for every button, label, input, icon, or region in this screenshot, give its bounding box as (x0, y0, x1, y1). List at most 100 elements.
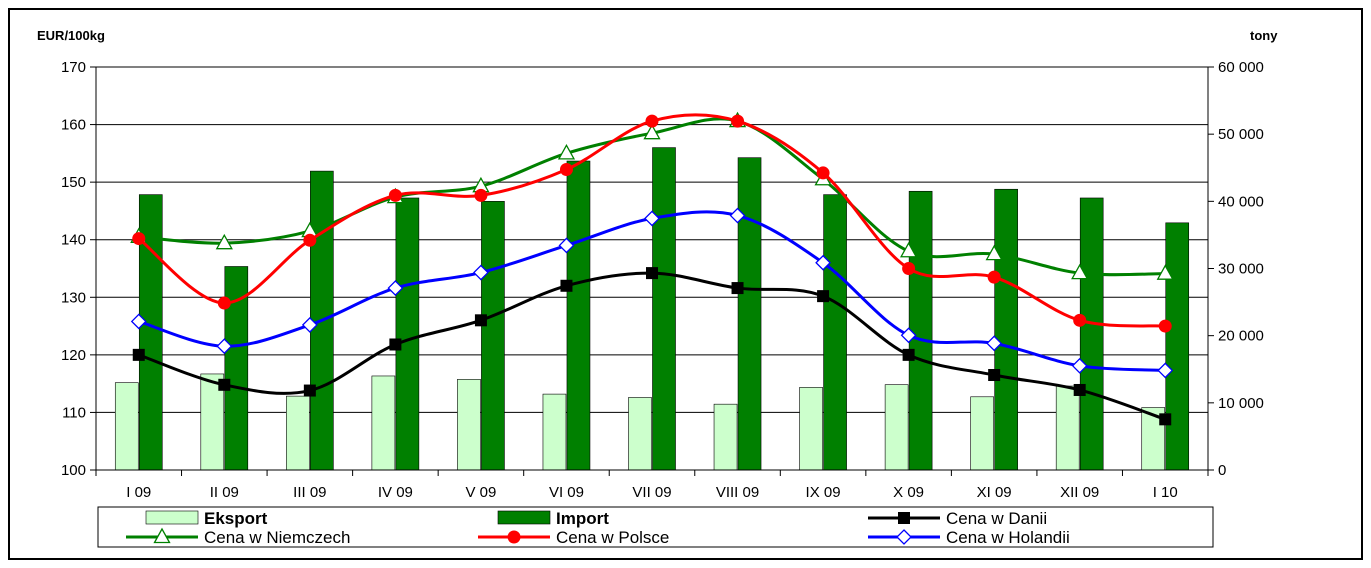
right-tick-label: 40 000 (1218, 193, 1264, 210)
bar-eksport (884, 384, 909, 471)
point-cena-w-danii (731, 282, 744, 295)
legend: Eksport Import Cena w Danii Cena w Niemczec… (97, 506, 1214, 548)
left-tick-label: 140 (61, 232, 86, 249)
legend-marker-cena-w-polsce (507, 530, 521, 544)
legend-swatch-eksport (145, 510, 199, 525)
point-cena-w-holandii (216, 338, 233, 355)
right-tick-label: 0 (1218, 462, 1226, 479)
right-tick-label: 20 000 (1218, 328, 1264, 345)
point-cena-w-holandii (986, 335, 1003, 352)
chart-svg: EUR/100kg tony 100 110 120 130 140 150 160 170 0… (37, 28, 1278, 548)
point-cena-w-danii (1073, 383, 1086, 396)
point-cena-w-danii (902, 348, 915, 361)
left-tick-label: 150 (61, 174, 86, 191)
tick-labels: 100 110 120 130 140 150 160 170 0 10 000 20 000 30 … (61, 59, 1264, 501)
point-cena-w-polsce (987, 270, 1001, 284)
point-cena-w-holandii (1071, 357, 1088, 374)
x-tick-label: VI 09 (549, 484, 584, 501)
left-tick-label: 120 (61, 347, 86, 364)
point-cena-w-niemczech (215, 233, 233, 250)
point-cena-w-polsce (902, 262, 916, 275)
point-cena-w-danii (474, 314, 487, 327)
left-tick-label: 100 (61, 462, 86, 479)
bar-import (1165, 222, 1190, 471)
bar-import (566, 160, 591, 471)
left-tick-label: 170 (61, 59, 86, 76)
legend-label-cena-w-polsce: Cena w Polsce (556, 528, 669, 547)
x-tick-label: I 09 (126, 484, 151, 501)
point-cena-w-polsce (645, 114, 659, 128)
point-cena-w-polsce (303, 233, 317, 247)
x-tick-label: III 09 (293, 484, 326, 501)
point-cena-w-polsce (731, 114, 745, 128)
right-tick-label: 30 000 (1218, 261, 1264, 278)
bar-eksport (542, 393, 567, 471)
bar-eksport (713, 403, 738, 471)
bar-eksport (799, 387, 823, 471)
point-cena-w-danii (132, 348, 145, 361)
bar-eksport (457, 379, 481, 471)
point-cena-w-holandii (1157, 362, 1174, 379)
point-cena-w-polsce (132, 232, 146, 246)
legend-swatch-import (497, 510, 551, 525)
x-tick-label: IV 09 (378, 484, 413, 501)
x-tick-label: VII 09 (632, 484, 671, 501)
bar-eksport (1055, 385, 1080, 471)
point-cena-w-niemczech (1156, 264, 1174, 280)
bar-import (652, 147, 676, 471)
bar-eksport (970, 396, 994, 471)
bar-import (823, 194, 847, 471)
legend-label-import: Import (556, 509, 609, 528)
x-tick-label: VIII 09 (716, 484, 759, 501)
bar-eksport (371, 375, 396, 471)
point-cena-w-holandii (130, 313, 147, 330)
point-cena-w-polsce (474, 188, 488, 202)
bar-import (908, 190, 933, 471)
point-cena-w-polsce (816, 166, 830, 180)
right-axis-unit: tony (1250, 28, 1278, 43)
point-cena-w-danii (389, 338, 402, 351)
left-tick-label: 110 (62, 404, 86, 421)
left-tick-label: 160 (61, 117, 86, 134)
point-cena-w-holandii (387, 280, 404, 296)
axes (90, 66, 1214, 476)
bar-import (481, 201, 505, 471)
point-cena-w-danii (988, 369, 1001, 382)
right-tick-label: 50 000 (1218, 126, 1264, 143)
point-cena-w-holandii (729, 207, 746, 224)
point-cena-w-danii (646, 267, 658, 280)
x-tick-label: II 09 (210, 484, 239, 501)
legend-label-cena-w-holandii: Cena w Holandii (946, 528, 1070, 547)
line-series (130, 111, 1174, 426)
bar-eksport (628, 397, 652, 471)
x-tick-label: V 09 (465, 484, 496, 501)
bar-series (114, 147, 1190, 471)
point-cena-w-polsce (217, 296, 231, 310)
bar-import (737, 157, 762, 471)
bar-eksport (286, 395, 310, 471)
x-tick-label: I 10 (1153, 484, 1178, 501)
point-cena-w-niemczech (985, 244, 1003, 261)
legend-label-cena-w-niemczech: Cena w Niemczech (204, 528, 350, 547)
chart-frame: EUR/100kg tony 100 110 120 130 140 150 160 170 0… (8, 8, 1363, 560)
point-cena-w-niemczech (643, 123, 661, 140)
point-cena-w-holandii (900, 327, 917, 344)
bar-import (395, 197, 420, 471)
x-tick-label: XI 09 (977, 484, 1012, 501)
legend-box (97, 506, 1214, 548)
legend-label-cena-w-danii: Cena w Danii (946, 509, 1047, 528)
point-cena-w-holandii (301, 317, 318, 333)
point-cena-w-holandii (644, 210, 660, 227)
x-tick-label: X 09 (893, 484, 924, 501)
x-tick-label: XII 09 (1060, 484, 1099, 501)
point-cena-w-holandii (558, 237, 575, 254)
left-tick-label: 130 (61, 289, 86, 306)
legend-label-eksport: Eksport (204, 509, 268, 528)
point-cena-w-holandii (473, 264, 489, 281)
point-cena-w-holandii (815, 254, 831, 271)
right-tick-label: 60 000 (1218, 59, 1264, 76)
point-cena-w-danii (560, 279, 573, 292)
point-cena-w-danii (303, 384, 316, 397)
legend-marker-cena-w-niemczech (153, 527, 171, 544)
point-cena-w-danii (817, 290, 830, 303)
